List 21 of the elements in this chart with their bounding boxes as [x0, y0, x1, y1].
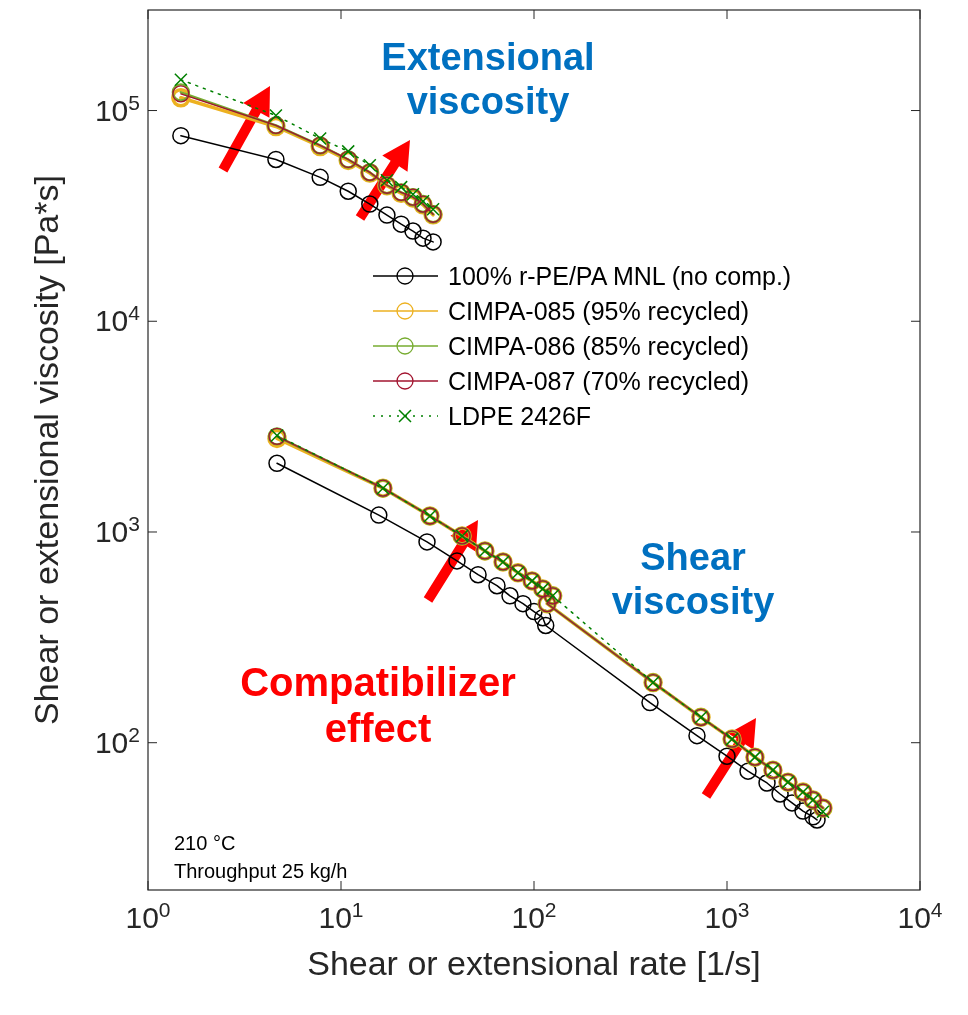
annotation: Shear viscosity: [611, 536, 775, 622]
y-axis-title: Shear or extensional viscosity [Pa*s]: [27, 175, 65, 725]
y-tick-label: 10$^{2}$: [94, 722, 140, 759]
annotation: Throughput 25 kg/h: [174, 860, 348, 882]
legend-label: 100% r-PE/PA MNL (no comp.): [448, 262, 792, 290]
x-tick-label: 10$^{0}$: [125, 897, 171, 934]
legend-label: CIMPA-085 (95% recycled): [448, 297, 750, 325]
y-tick-label: 10$^{3}$: [94, 511, 140, 548]
annotation: Compatibilizer effect: [240, 660, 516, 750]
x-tick-label: 10$^{2}$: [511, 897, 557, 934]
x-tick-label: 10$^{3}$: [704, 897, 750, 934]
legend-label: CIMPA-086 (85% recycled): [448, 332, 750, 360]
x-tick-label: 10$^{4}$: [897, 897, 943, 934]
y-tick-label: 10$^{5}$: [94, 90, 140, 127]
x-tick-label: 10$^{1}$: [318, 897, 364, 934]
annotation: Extensional viscosity: [381, 36, 595, 122]
y-tick-label: 10$^{4}$: [94, 300, 141, 338]
legend-label: LDPE 2426F: [448, 402, 592, 430]
annotation: 210 °C: [174, 832, 236, 854]
legend-label: CIMPA-087 (70% recycled): [448, 367, 750, 395]
x-axis-title: Shear or extensional rate [1/s]: [307, 944, 761, 982]
